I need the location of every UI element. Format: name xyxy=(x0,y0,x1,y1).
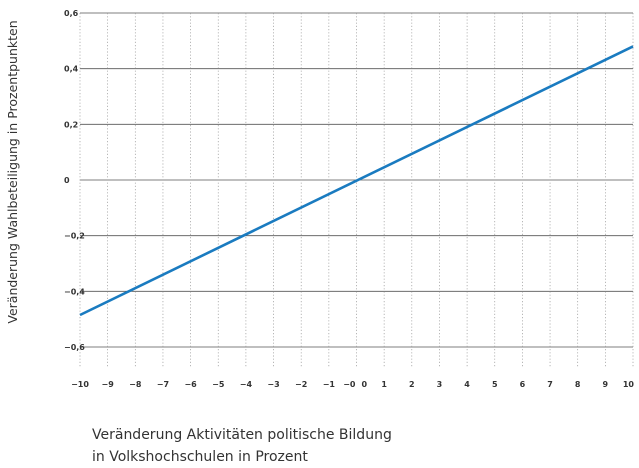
x-tick-label: 0 xyxy=(362,380,368,389)
x-tick-label: −5 xyxy=(212,380,225,389)
x-tick-label: −7 xyxy=(157,380,169,389)
x-tick-label: 7 xyxy=(547,380,553,389)
x-tick-label: −8 xyxy=(129,380,142,389)
series-line xyxy=(79,45,634,317)
x-axis-label: Veränderung Aktivitäten politische Bildu… xyxy=(92,424,512,468)
x-tick-label: −1 xyxy=(323,380,336,389)
x-tick-labels: −10 −9 −8 −7 −6 −5 −4 −3 −2 −1 −0 0 1 2 3 4 5 6 7 8 9 10 xyxy=(71,380,634,389)
horizontal-gridlines xyxy=(80,12,633,348)
x-tick-label: 10 xyxy=(623,380,635,389)
chart: 0,60,40,20−0,2−0,4−0,6 −10 −9 −8 −7 −6 −5 −4 −3… xyxy=(5,9,634,389)
x-tick-label: −3 xyxy=(267,380,279,389)
x-tick-label: −6 xyxy=(184,380,197,389)
y-tick-label: 0 xyxy=(64,176,70,185)
x-tick-label: −9 xyxy=(102,380,115,389)
y-tick-label: −0,4 xyxy=(64,287,85,296)
series-group xyxy=(79,45,634,317)
y-tick-label: 0,4 xyxy=(64,65,79,74)
y-tick-label: 0,2 xyxy=(64,120,78,129)
y-tick-label: 0,6 xyxy=(64,9,79,18)
x-axis-label-line-2: in Volkshochschulen in Prozent xyxy=(92,449,308,465)
y-tick-label: −0,2 xyxy=(64,232,85,241)
x-tick-label: 9 xyxy=(603,380,609,389)
x-tick-label: 1 xyxy=(381,380,387,389)
y-axis-label: Veränderung Wahlbeteiligung in Prozentpu… xyxy=(5,20,20,323)
x-tick-label: 4 xyxy=(464,380,470,389)
y-tick-labels: 0,6 0,4 0,2 0 −0,2 −0,4 −0,6 xyxy=(64,9,85,352)
y-tick-label: −0,6 xyxy=(64,343,85,352)
x-tick-label: 3 xyxy=(437,380,443,389)
x-tick-label: −4 xyxy=(240,380,253,389)
x-tick-label: 8 xyxy=(575,380,581,389)
x-tick-label: −10 xyxy=(71,380,89,389)
x-tick-label: 2 xyxy=(409,380,415,389)
x-tick-label: 5 xyxy=(492,380,498,389)
x-tick-label: 6 xyxy=(520,380,526,389)
x-tick-label: −0 xyxy=(343,380,356,389)
x-axis-label-line-1: Veränderung Aktivitäten politische Bildu… xyxy=(92,427,392,443)
vertical-gridlines xyxy=(79,13,634,367)
x-tick-label: −2 xyxy=(295,380,307,389)
